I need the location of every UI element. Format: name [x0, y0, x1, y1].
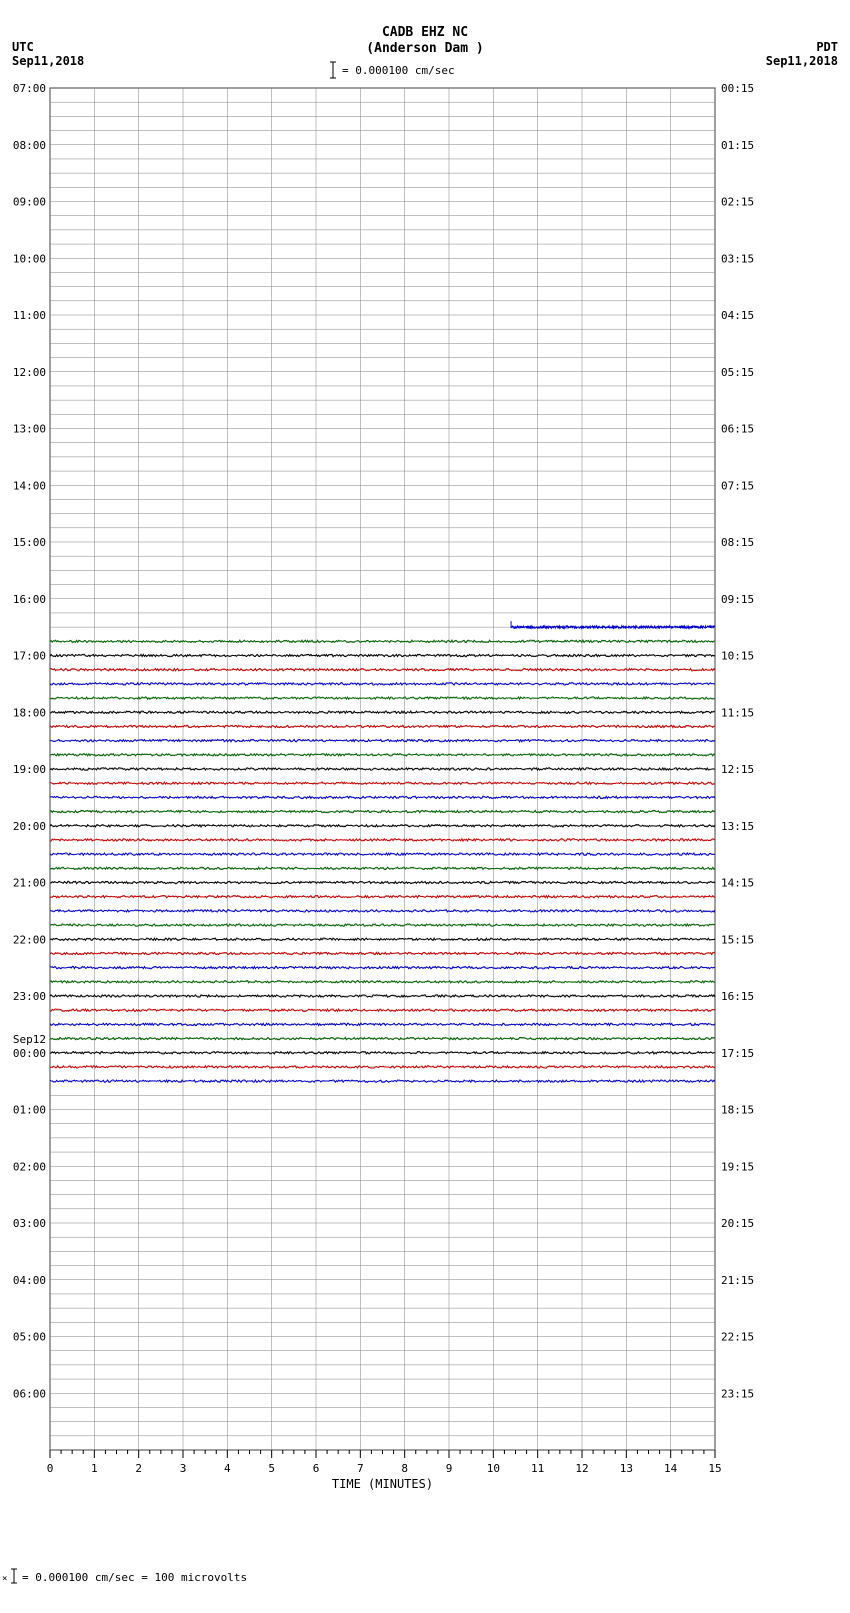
- right-hour: 09:15: [721, 593, 754, 606]
- right-hour: 18:15: [721, 1104, 754, 1117]
- left-hour: 10:00: [13, 252, 46, 265]
- title-line2: (Anderson Dam ): [366, 41, 483, 56]
- xtick: 3: [180, 1462, 187, 1475]
- right-date: Sep11,2018: [766, 54, 838, 68]
- left-hour: 05:00: [13, 1331, 46, 1344]
- left-hour: 18:00: [13, 706, 46, 719]
- xtick: 9: [446, 1462, 453, 1475]
- right-hour: 06:15: [721, 423, 754, 436]
- right-hour: 03:15: [721, 252, 754, 265]
- footer: = 0.000100 cm/sec = 100 microvolts: [22, 1571, 247, 1584]
- svg-text:×: ×: [2, 1574, 7, 1584]
- right-hour: 05:15: [721, 366, 754, 379]
- xtick: 10: [487, 1462, 500, 1475]
- right-tz: PDT: [816, 40, 838, 54]
- trace: [50, 1023, 715, 1025]
- right-hour: 21:15: [721, 1274, 754, 1287]
- trace: [50, 867, 715, 869]
- left-hour: 00:00: [13, 1047, 46, 1060]
- xtick: 2: [135, 1462, 142, 1475]
- right-hour: 11:15: [721, 706, 754, 719]
- left-day2: Sep12: [13, 1033, 46, 1046]
- xtick: 11: [531, 1462, 544, 1475]
- xtick: 13: [620, 1462, 633, 1475]
- left-hour: 20:00: [13, 820, 46, 833]
- trace: [50, 654, 715, 656]
- left-tz: UTC: [12, 40, 34, 54]
- right-hour: 15:15: [721, 933, 754, 946]
- left-hour: 22:00: [13, 933, 46, 946]
- left-hour: 06:00: [13, 1387, 46, 1400]
- left-hour: 15:00: [13, 536, 46, 549]
- xtick: 7: [357, 1462, 364, 1475]
- trace: [50, 910, 715, 912]
- left-hour: 07:00: [13, 82, 46, 95]
- left-hour: 13:00: [13, 423, 46, 436]
- xtick: 1: [91, 1462, 98, 1475]
- right-hour: 07:15: [721, 479, 754, 492]
- left-hour: 02:00: [13, 1160, 46, 1173]
- scale-top: = 0.000100 cm/sec: [342, 64, 455, 77]
- right-hour: 08:15: [721, 536, 754, 549]
- left-hour: 14:00: [13, 479, 46, 492]
- trace: [511, 626, 715, 628]
- left-hour: 04:00: [13, 1274, 46, 1287]
- right-hour: 14:15: [721, 877, 754, 890]
- trace: [50, 825, 715, 827]
- left-hour: 16:00: [13, 593, 46, 606]
- right-hour: 16:15: [721, 990, 754, 1003]
- xtick: 12: [575, 1462, 588, 1475]
- xtick: 6: [313, 1462, 320, 1475]
- left-hour: 11:00: [13, 309, 46, 322]
- xtick: 14: [664, 1462, 678, 1475]
- right-hour: 10:15: [721, 650, 754, 663]
- right-hour: 23:15: [721, 1387, 754, 1400]
- left-hour: 23:00: [13, 990, 46, 1003]
- seismogram-plot: CADB EHZ NC(Anderson Dam ) = 0.000100 cm/…: [0, 0, 850, 1613]
- xtick: 4: [224, 1462, 231, 1475]
- trace: [50, 995, 715, 997]
- xtick: 8: [401, 1462, 408, 1475]
- xlabel: TIME (MINUTES): [332, 1477, 433, 1491]
- left-hour: 08:00: [13, 139, 46, 152]
- trace: [50, 796, 715, 798]
- title-line1: CADB EHZ NC: [382, 25, 468, 40]
- xtick: 0: [47, 1462, 54, 1475]
- xtick: 5: [268, 1462, 275, 1475]
- left-hour: 12:00: [13, 366, 46, 379]
- right-hour: 19:15: [721, 1160, 754, 1173]
- xtick: 15: [708, 1462, 721, 1475]
- left-hour: 09:00: [13, 196, 46, 209]
- right-hour: 17:15: [721, 1047, 754, 1060]
- left-hour: 19:00: [13, 763, 46, 776]
- right-hour: 20:15: [721, 1217, 754, 1230]
- left-hour: 03:00: [13, 1217, 46, 1230]
- right-hour: 22:15: [721, 1331, 754, 1344]
- right-hour: 13:15: [721, 820, 754, 833]
- left-hour: 21:00: [13, 877, 46, 890]
- right-hour: 04:15: [721, 309, 754, 322]
- right-hour: 12:15: [721, 763, 754, 776]
- left-date: Sep11,2018: [12, 54, 84, 68]
- left-hour: 17:00: [13, 650, 46, 663]
- right-hour: 01:15: [721, 139, 754, 152]
- right-hour: 02:15: [721, 196, 754, 209]
- left-hour: 01:00: [13, 1104, 46, 1117]
- right-hour: 00:15: [721, 82, 754, 95]
